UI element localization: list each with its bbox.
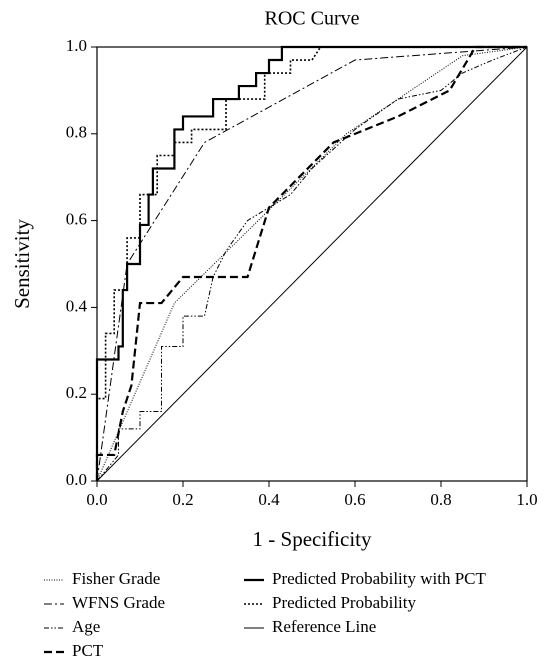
x-tick-label: 0.6 (344, 490, 365, 509)
x-tick-label: 0.4 (258, 490, 280, 509)
y-tick-label: 1.0 (66, 36, 87, 55)
legend-label: Age (72, 617, 100, 636)
y-axis-label: Sensitivity (10, 219, 34, 309)
legend-label: Fisher Grade (72, 569, 160, 588)
roc-curve (96, 46, 528, 482)
roc-curve (95, 45, 527, 481)
roc-curve (96, 46, 528, 482)
y-tick-label: 0.8 (66, 123, 87, 142)
x-tick-label: 0.2 (172, 490, 193, 509)
x-tick-label: 1.0 (516, 490, 537, 509)
legend-label: Reference Line (272, 617, 376, 636)
legend-label: WFNS Grade (72, 593, 165, 612)
x-tick-label: 0.8 (430, 490, 451, 509)
roc-curve (95, 45, 527, 481)
y-tick-label: 0.4 (66, 296, 88, 315)
roc-curve (96, 46, 528, 482)
y-tick-label: 0.0 (66, 470, 87, 489)
legend-label: PCT (72, 641, 104, 660)
roc-curve (96, 46, 527, 481)
legend-label: Predicted Probability (272, 593, 417, 612)
y-tick-label: 0.6 (66, 210, 87, 229)
x-tick-label: 0.0 (86, 490, 107, 509)
y-tick-label: 0.2 (66, 383, 87, 402)
x-axis-label: 1 - Specificity (253, 527, 372, 551)
chart-title: ROC Curve (265, 8, 360, 30)
legend-label: Predicted Probability with PCT (272, 569, 487, 588)
